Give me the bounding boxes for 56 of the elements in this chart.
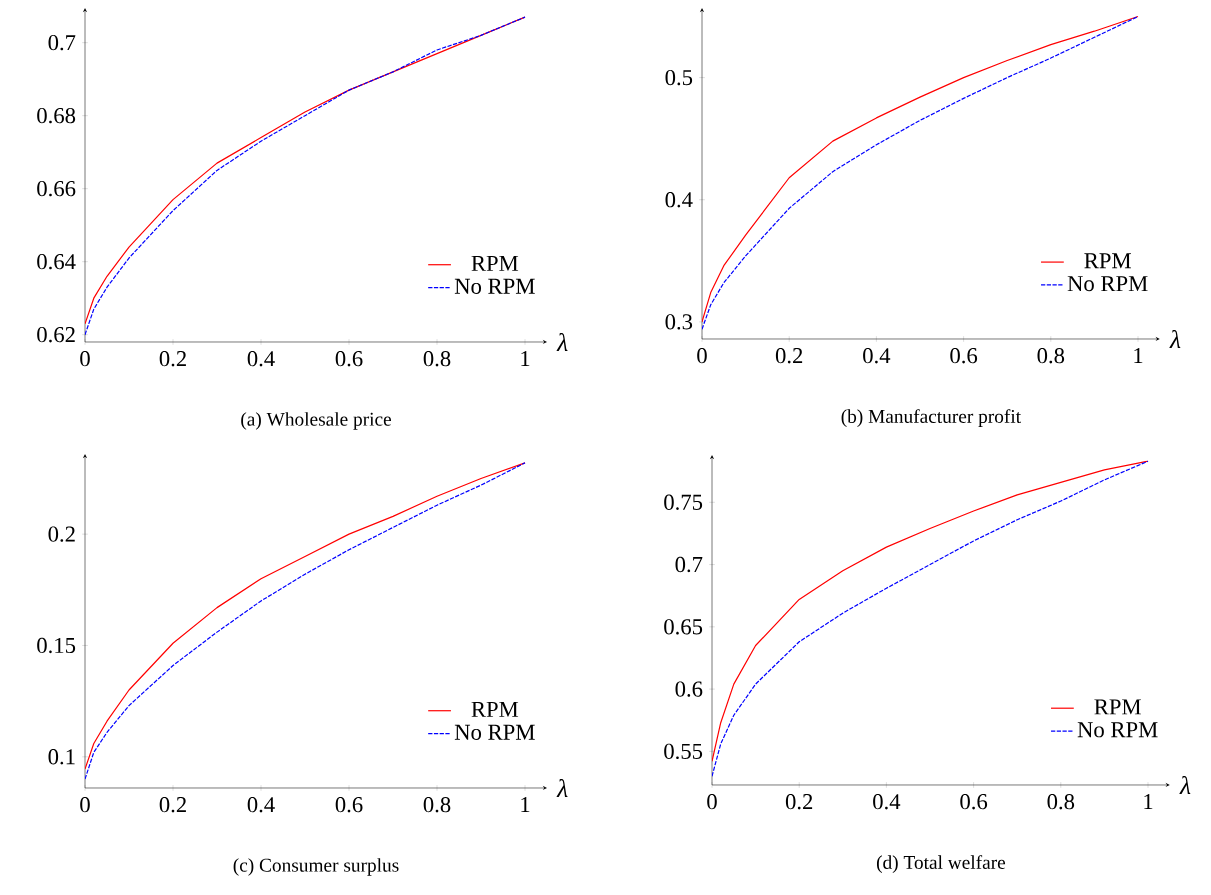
legend-label: No RPM — [1067, 276, 1148, 292]
x-tick-label: 0.8 — [423, 351, 451, 367]
x-tick-label: 0.2 — [159, 351, 186, 367]
x-axis-title: λ — [1179, 776, 1191, 794]
legend-label: No RPM — [454, 278, 535, 294]
x-tick-label: 1 — [521, 797, 530, 812]
y-tick-label: 0.64 — [37, 253, 76, 270]
text: (d) Total welfare — [876, 855, 1006, 873]
x-axis-title: λ — [1169, 330, 1181, 348]
x-axis-title: λ — [556, 333, 568, 351]
x-tick-label: 0.4 — [873, 794, 901, 810]
x-tick-label: 0.6 — [960, 794, 988, 810]
y-tick-label: 0.66 — [37, 180, 76, 197]
x-tick-label: 0.8 — [1047, 794, 1075, 810]
x-tick-label: 0.4 — [247, 797, 275, 813]
y-tick-label: 0.7 — [675, 556, 703, 573]
y-tick-label: 0.65 — [664, 619, 703, 635]
x-tick-label: 0 — [697, 348, 707, 364]
text: (a) Wholesale price — [241, 412, 392, 430]
x-tick-label: 0.6 — [950, 348, 978, 364]
y-tick-label: 0.68 — [37, 107, 76, 124]
text: (b) Manufacturer profit — [841, 409, 1021, 427]
y-tick-label: 0.1 — [48, 749, 75, 765]
x-tick-label: 0.2 — [775, 348, 803, 364]
y-tick-label: 0.7 — [48, 34, 76, 51]
x-tick-label: 0.2 — [159, 797, 186, 813]
legend-label: RPM — [471, 701, 519, 717]
x-tick-label: 0 — [80, 797, 90, 813]
x-tick-label: 1 — [1144, 794, 1153, 809]
legend-label: No RPM — [1077, 722, 1158, 738]
x-tick-label: 0.2 — [785, 794, 813, 810]
y-tick-label: 0.62 — [37, 326, 75, 343]
x-tick-label: 1 — [1134, 348, 1143, 363]
x-tick-label: 0.6 — [335, 351, 363, 367]
legend-label: RPM — [1084, 253, 1131, 269]
y-tick-label: 0.4 — [665, 192, 693, 208]
x-tick-label: 0 — [80, 351, 90, 367]
x-axis-title: λ — [556, 779, 568, 797]
y-tick-label: 0.6 — [675, 681, 703, 697]
y-tick-label: 0.5 — [665, 69, 693, 86]
x-tick-label: 0.8 — [1037, 348, 1065, 364]
y-tick-label: 0.2 — [48, 526, 75, 542]
text: (c) Consumer surplus — [233, 858, 399, 876]
y-tick-label: 0.75 — [664, 494, 703, 510]
y-tick-label: 0.55 — [664, 743, 703, 760]
x-tick-label: 0.4 — [863, 348, 891, 364]
legend-label: No RPM — [454, 724, 535, 740]
y-tick-label: 0.3 — [665, 314, 693, 330]
x-tick-label: 0.6 — [335, 797, 363, 813]
x-tick-label: 0.4 — [247, 351, 275, 367]
x-tick-label: 1 — [521, 351, 530, 366]
x-tick-label: 0 — [707, 794, 717, 810]
legend-label: RPM — [471, 255, 519, 271]
x-tick-label: 0.8 — [423, 797, 451, 813]
legend-label: RPM — [1094, 699, 1141, 715]
y-tick-label: 0.15 — [37, 637, 76, 654]
